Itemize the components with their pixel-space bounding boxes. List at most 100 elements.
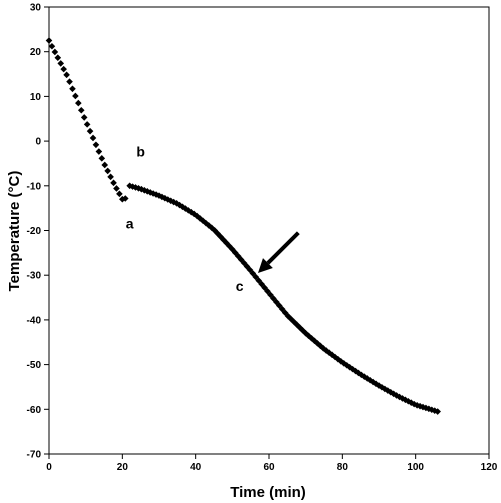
data-point [428,406,436,414]
data-point [196,215,204,222]
data-point [237,256,245,263]
data-point [273,298,280,306]
plot-area [48,6,490,455]
data-point [48,42,56,50]
data-point [416,402,424,410]
data-point [179,203,186,211]
data-point [425,405,433,413]
y-tick-label: -50 [27,360,42,371]
data-point [98,155,106,162]
data-point [75,99,82,107]
data-point [217,233,224,240]
data-point [77,106,85,114]
data-point [363,375,371,382]
data-point [95,148,103,155]
x-axis-title: Time (min) [230,484,306,501]
annotation-label-b: b [136,144,145,160]
data-point [223,239,230,247]
data-point [113,185,120,192]
arrow-shaft [266,231,300,265]
x-tick-label: 100 [407,462,424,473]
data-point [334,355,342,363]
data-point [252,273,260,281]
data-point [281,309,289,317]
data-point [141,186,148,194]
data-point [349,365,356,373]
y-tick-label: -20 [27,226,42,237]
data-point [126,182,133,190]
data-point [83,121,91,128]
data-point [249,270,257,277]
x-axis: 0 20 40 60 80 100 120 [46,454,498,473]
data-point [152,191,160,198]
annotation-label-a: a [126,215,134,231]
data-point [214,230,221,237]
data-point [60,65,67,73]
data-point [246,266,254,274]
y-tick-label: 30 [30,3,42,14]
data-point [138,185,145,193]
data-point [402,396,409,404]
x-tick-label: 60 [263,462,275,473]
data-point [240,259,248,267]
data-point [66,78,73,85]
x-tick-label: 20 [117,462,129,473]
data-point [399,395,406,402]
data-point [302,330,309,337]
y-tick-label: -10 [27,181,42,192]
data-point [92,141,100,149]
data-point [135,185,142,192]
data-point [258,280,265,288]
y-tick-label: 0 [35,137,41,148]
data-point [308,335,315,342]
data-point [185,207,192,214]
data-point [104,167,111,175]
annotation-label-c: c [236,278,244,294]
x-tick-label: 120 [481,462,498,473]
y-tick-label: -40 [27,315,42,326]
data-point [434,408,441,415]
data-point [317,342,324,350]
data-point [72,92,79,100]
data-point [346,363,353,371]
data-point [51,48,59,56]
data-point [358,371,365,379]
data-point [378,383,386,391]
data-point [107,173,114,181]
data-point [116,190,123,198]
data-point [63,71,70,79]
data-point [234,252,242,260]
data-point [270,295,277,302]
data-point [182,205,189,212]
data-point [296,324,304,331]
data-point [264,287,271,295]
data-point [164,196,172,203]
data-point [119,195,126,203]
data-point [101,161,109,169]
data-point [369,378,377,386]
data-point [173,200,180,207]
y-axis: 30 20 10 0 -10 -20 -30 -40 -50 -60 -70 [27,3,49,461]
data-point [146,189,154,196]
data-point [407,399,415,406]
data-point [54,54,62,61]
data-point [390,390,397,398]
data-point [45,37,53,44]
data-point [229,245,236,253]
x-tick-label: 80 [337,462,349,473]
data-point [422,404,430,412]
data-point [340,360,348,367]
data-point [86,127,94,135]
data-point [202,219,210,227]
data-point [366,376,374,384]
data-point [69,85,76,93]
data-point [110,179,117,187]
data-point [352,367,359,375]
y-tick-label: 10 [30,92,42,103]
annotations: a b c [126,144,300,294]
data-point [89,134,97,142]
y-tick-label: 20 [30,47,42,58]
data-point [319,345,327,352]
data-point [431,407,439,414]
